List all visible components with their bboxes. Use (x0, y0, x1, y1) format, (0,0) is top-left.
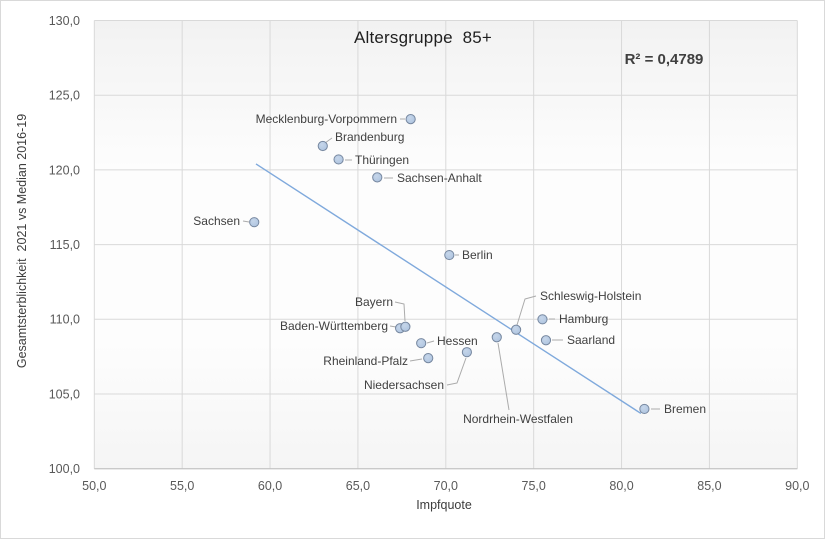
y-tick-label: 115,0 (50, 238, 80, 252)
data-label-saarland: Saarland (567, 333, 615, 347)
x-tick-label: 70,0 (434, 479, 458, 493)
data-point-bayern (400, 321, 411, 332)
data-label-th-ringen: Thüringen (355, 153, 409, 167)
leader-line-brandenburg (324, 137, 333, 144)
trendline (255, 163, 642, 415)
data-point-schleswig-holstein (510, 324, 522, 335)
x-tick-label: 50,0 (82, 479, 106, 493)
x-tick-label: 60,0 (258, 479, 282, 493)
x-tick-label: 85,0 (697, 479, 721, 493)
data-point-hessen (416, 338, 427, 349)
data-label-mecklenburg-vorpommern: Mecklenburg-Vorpommern (256, 112, 397, 126)
leader-line-sachsen (242, 220, 250, 223)
data-label-brandenburg: Brandenburg (335, 130, 404, 144)
r-squared-annotation: R² = 0,4789 (624, 51, 704, 68)
x-axis-title: Impfquote (416, 498, 472, 512)
leader-line-bayern (394, 301, 406, 322)
y-tick-label: 100,0 (49, 462, 80, 476)
leader-line-hessen (426, 340, 435, 344)
data-point-niedersachsen (461, 347, 472, 358)
data-label-schleswig-holstein: Schleswig-Holstein (540, 289, 641, 303)
data-label-sachsen: Sachsen (193, 214, 240, 228)
data-label-berlin: Berlin (462, 248, 493, 262)
y-tick-label: 110,0 (50, 313, 80, 327)
chart-title: Altersgruppe 85+ (353, 28, 493, 47)
leader-line-rheinland-pfalz (409, 358, 423, 362)
data-label-bayern: Bayern (355, 295, 393, 309)
data-point-mecklenburg-vorpommern (405, 114, 416, 125)
leader-line-schleswig-holstein (516, 295, 537, 326)
data-point-saarland (540, 335, 552, 346)
leader-line-nordrhein-westfalen (497, 342, 510, 411)
leader-line-niedersachsen (446, 357, 467, 386)
x-tick-label: 90,0 (785, 479, 809, 493)
y-tick-label: 125,0 (49, 89, 80, 103)
y-tick-label: 130,0 (49, 14, 80, 28)
x-tick-label: 75,0 (522, 479, 546, 493)
y-axis-title: Gesamtsterblichkeit 2021 vs Median 2016-… (15, 113, 29, 369)
data-label-baden-w-rttemberg: Baden-Württemberg (280, 319, 388, 333)
y-tick-label: 105,0 (49, 387, 80, 401)
data-point-hamburg (537, 314, 548, 325)
x-tick-label: 65,0 (346, 479, 370, 493)
data-label-sachsen-anhalt: Sachsen-Anhalt (397, 171, 482, 185)
x-tick-label: 80,0 (609, 479, 633, 493)
data-point-nordrhein-westfalen (491, 332, 502, 343)
data-point-sachsen-anhalt (372, 172, 383, 183)
data-label-niedersachsen: Niedersachsen (364, 378, 444, 392)
data-label-hessen: Hessen (437, 334, 478, 348)
data-point-th-ringen (333, 154, 344, 165)
data-label-hamburg: Hamburg (559, 312, 608, 326)
data-point-berlin (444, 249, 455, 261)
y-tick-label: 120,0 (49, 163, 80, 177)
data-label-rheinland-pfalz: Rheinland-Pfalz (323, 354, 408, 368)
data-point-sachsen (249, 217, 260, 228)
data-point-brandenburg (317, 140, 328, 152)
data-point-rheinland-pfalz (423, 353, 434, 364)
data-label-nordrhein-westfalen: Nordrhein-Westfalen (463, 412, 573, 426)
leader-line-baden-w-rttemberg (389, 325, 397, 328)
data-label-bremen: Bremen (664, 402, 706, 416)
data-point-bremen (639, 403, 650, 415)
x-tick-label: 55,0 (170, 479, 194, 493)
